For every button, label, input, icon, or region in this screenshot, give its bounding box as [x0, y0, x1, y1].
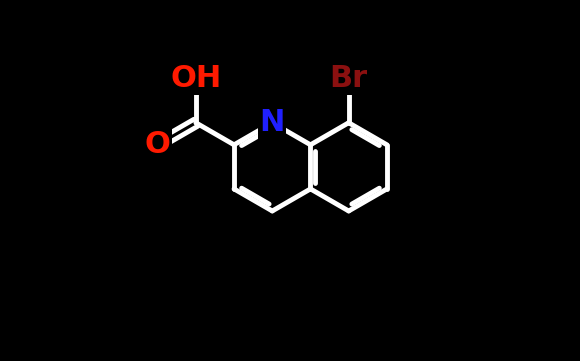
Text: O: O [144, 130, 171, 159]
Text: OH: OH [170, 64, 222, 93]
Text: N: N [260, 108, 285, 137]
Text: Br: Br [329, 64, 368, 93]
